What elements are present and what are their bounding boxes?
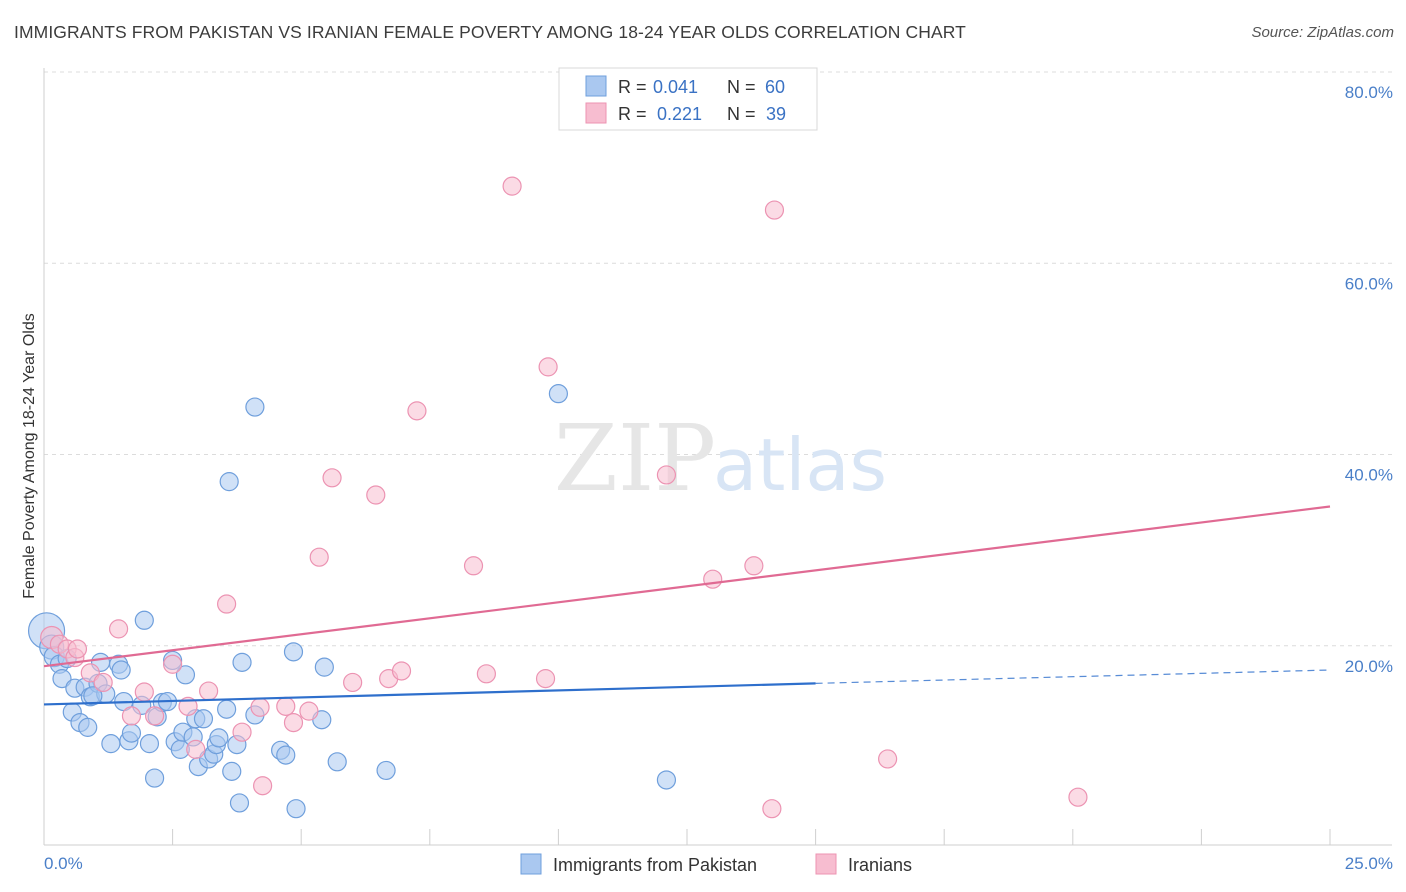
point-pakistan xyxy=(134,610,154,630)
point-pakistan xyxy=(111,660,131,680)
axes xyxy=(43,68,1392,846)
legend: R = 0.041 N = 60 R = 0.221 N = 39 xyxy=(558,67,818,131)
point-pakistan xyxy=(193,709,214,729)
point-iranians xyxy=(108,619,129,639)
legend-n-value-iranians: 39 xyxy=(766,104,786,124)
legend-r-label-iranians: R = xyxy=(618,104,647,124)
point-iranians xyxy=(217,594,237,614)
point-iranians xyxy=(407,401,427,421)
point-pakistan xyxy=(283,642,304,662)
point-pakistan xyxy=(245,397,265,417)
point-iranians xyxy=(253,776,273,796)
watermark-atlas: atlas xyxy=(713,423,887,507)
point-iranians xyxy=(656,465,677,485)
y-axis-label: Female Poverty Among 18-24 Year Olds xyxy=(21,313,38,599)
legend-r-value-iranians: 0.221 xyxy=(657,104,702,124)
point-pakistan xyxy=(217,699,237,719)
y-tick-label-40: 40.0% xyxy=(1345,466,1393,485)
point-pakistan xyxy=(121,723,142,743)
y-tick-labels: 20.0% 40.0% 60.0% 80.0% xyxy=(1345,83,1393,676)
point-iranians xyxy=(276,696,296,716)
x-tick-label-max: 25.0% xyxy=(1345,854,1393,873)
grid-lines xyxy=(44,71,1392,647)
point-iranians xyxy=(476,664,496,684)
point-pakistan xyxy=(327,752,347,772)
trend-line-pakistan-extension xyxy=(815,669,1331,684)
point-iranians xyxy=(186,739,206,759)
point-iranians xyxy=(744,556,764,576)
legend-r-label-pakistan: R = xyxy=(618,77,647,97)
point-iranians xyxy=(502,176,522,196)
point-iranians xyxy=(163,654,183,674)
point-iranians xyxy=(121,706,142,726)
y-tick-label-60: 60.0% xyxy=(1345,274,1393,293)
point-pakistan xyxy=(229,793,250,813)
point-pakistan xyxy=(101,734,121,754)
chart-title: IMMIGRANTS FROM PAKISTAN VS IRANIAN FEMA… xyxy=(14,22,966,42)
point-iranians xyxy=(878,749,898,769)
point-iranians xyxy=(366,485,386,505)
bottom-legend-label-pakistan: Immigrants from Pakistan xyxy=(553,855,757,875)
trend-line-pakistan xyxy=(43,682,816,706)
point-pakistan xyxy=(219,472,239,492)
point-iranians xyxy=(299,701,319,721)
point-pakistan xyxy=(232,652,252,672)
point-iranians xyxy=(232,722,252,742)
bottom-legend-swatch-pakistan xyxy=(520,853,542,875)
point-iranians xyxy=(762,799,782,819)
point-pakistan xyxy=(144,768,165,788)
legend-swatch-iranians xyxy=(585,102,607,124)
point-pakistan xyxy=(222,761,242,781)
point-iranians xyxy=(538,357,558,377)
point-pakistan xyxy=(52,669,72,689)
bottom-legend: Immigrants from Pakistan Iranians xyxy=(520,853,912,875)
point-pakistan xyxy=(548,384,569,404)
legend-r-value-pakistan: 0.041 xyxy=(653,77,698,97)
point-iranians xyxy=(764,200,785,220)
point-iranians xyxy=(322,468,342,488)
point-pakistan xyxy=(314,657,334,677)
trend-line-iranians xyxy=(43,505,1331,668)
point-iranians xyxy=(80,663,100,683)
point-iranians xyxy=(93,672,113,693)
point-iranians xyxy=(67,639,88,659)
point-iranians xyxy=(283,712,304,733)
x-tick-labels: 0.0% 25.0% xyxy=(44,854,1393,873)
point-pakistan xyxy=(139,734,160,754)
point-pakistan xyxy=(276,745,296,765)
point-pakistan xyxy=(376,760,396,781)
point-pakistan xyxy=(286,799,306,819)
point-iranians xyxy=(343,672,363,693)
point-pakistan xyxy=(209,728,229,748)
point-iranians xyxy=(535,669,556,689)
point-iranians xyxy=(178,696,198,716)
trend-lines xyxy=(43,505,1331,706)
legend-n-label-iranians: N = xyxy=(727,104,756,124)
point-iranians xyxy=(703,569,723,589)
legend-swatch-pakistan xyxy=(585,75,607,97)
point-iranians xyxy=(144,706,165,726)
point-iranians xyxy=(391,661,412,681)
y-tick-label-80: 80.0% xyxy=(1345,83,1393,102)
point-iranians xyxy=(199,681,219,701)
point-iranians xyxy=(309,547,329,567)
point-pakistan xyxy=(83,686,103,706)
point-pakistan xyxy=(175,665,196,685)
point-iranians xyxy=(250,697,270,717)
legend-n-label-pakistan: N = xyxy=(727,77,756,97)
point-pakistan xyxy=(656,770,677,790)
point-iranians xyxy=(463,556,484,576)
source-label: Source: ZipAtlas.com xyxy=(1251,24,1394,41)
bottom-legend-swatch-iranians xyxy=(815,853,837,875)
watermark-zip: ZIP xyxy=(554,405,716,512)
point-iranians xyxy=(1068,787,1088,807)
series-iranians-points xyxy=(40,176,1088,819)
y-tick-label-20: 20.0% xyxy=(1345,657,1393,676)
bottom-legend-label-iranians: Iranians xyxy=(848,855,912,875)
legend-n-value-pakistan: 60 xyxy=(765,77,785,97)
x-tick-label-min: 0.0% xyxy=(44,854,83,873)
point-iranians xyxy=(134,682,154,702)
point-pakistan xyxy=(78,717,98,737)
